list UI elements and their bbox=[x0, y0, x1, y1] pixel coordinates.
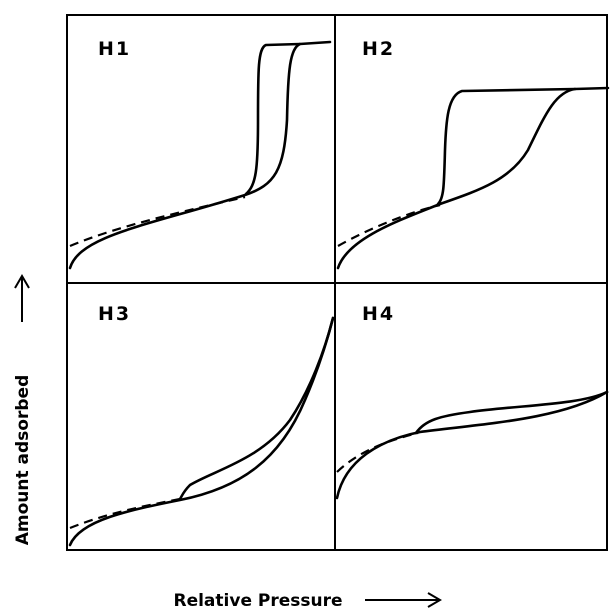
frame bbox=[66, 14, 608, 551]
y-axis-label: Amount adsorbed bbox=[13, 375, 33, 546]
h3-loop bbox=[68, 316, 335, 547]
panel-label: H3 bbox=[98, 303, 131, 325]
h2-loop bbox=[336, 86, 610, 270]
h4-loop bbox=[335, 390, 609, 500]
x-axis-label: Relative Pressure bbox=[173, 591, 342, 608]
h1-loop bbox=[68, 40, 332, 270]
y-axis-arrow bbox=[14, 274, 30, 322]
panel-label: H2 bbox=[362, 38, 395, 60]
panel-label: H4 bbox=[362, 303, 395, 325]
panel-label: H1 bbox=[98, 38, 131, 60]
x-axis-arrow bbox=[365, 592, 442, 608]
